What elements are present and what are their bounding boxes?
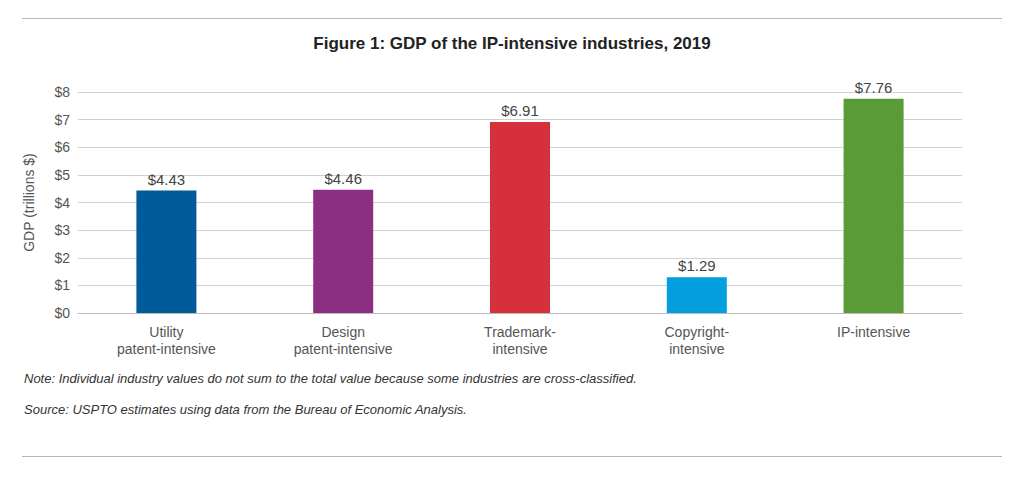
svg-text:Note: Individual industry valu: Note: Individual industry values do not … xyxy=(24,371,637,386)
svg-text:Source: USPTO estimates using: Source: USPTO estimates using data from … xyxy=(24,402,467,417)
svg-text:$4: $4 xyxy=(54,195,70,211)
svg-text:$5: $5 xyxy=(54,167,70,183)
svg-text:$7: $7 xyxy=(54,112,70,128)
svg-text:GDP (trillions $): GDP (trillions $) xyxy=(21,153,37,252)
svg-text:$0: $0 xyxy=(54,305,70,321)
svg-text:intensive: intensive xyxy=(669,341,724,357)
svg-text:$2: $2 xyxy=(54,250,70,266)
svg-text:Figure 1: GDP of the IP-intens: Figure 1: GDP of the IP-intensive indust… xyxy=(313,34,710,53)
svg-text:Copyright-: Copyright- xyxy=(665,324,730,340)
svg-text:patent-intensive: patent-intensive xyxy=(294,341,393,357)
svg-text:Design: Design xyxy=(321,324,365,340)
svg-text:$4.46: $4.46 xyxy=(324,170,362,187)
svg-text:$6.91: $6.91 xyxy=(501,102,539,119)
svg-text:intensive: intensive xyxy=(492,341,547,357)
svg-text:$8: $8 xyxy=(54,84,70,100)
svg-text:patent-intensive: patent-intensive xyxy=(117,341,216,357)
svg-text:Trademark-: Trademark- xyxy=(484,324,556,340)
svg-text:Utility: Utility xyxy=(149,324,183,340)
svg-text:$7.76: $7.76 xyxy=(855,79,893,96)
svg-text:$3: $3 xyxy=(54,222,70,238)
svg-text:$6: $6 xyxy=(54,139,70,155)
svg-text:$4.43: $4.43 xyxy=(148,171,186,188)
svg-text:IP-intensive: IP-intensive xyxy=(837,324,910,340)
svg-text:$1: $1 xyxy=(54,277,70,293)
svg-text:$1.29: $1.29 xyxy=(678,257,716,274)
